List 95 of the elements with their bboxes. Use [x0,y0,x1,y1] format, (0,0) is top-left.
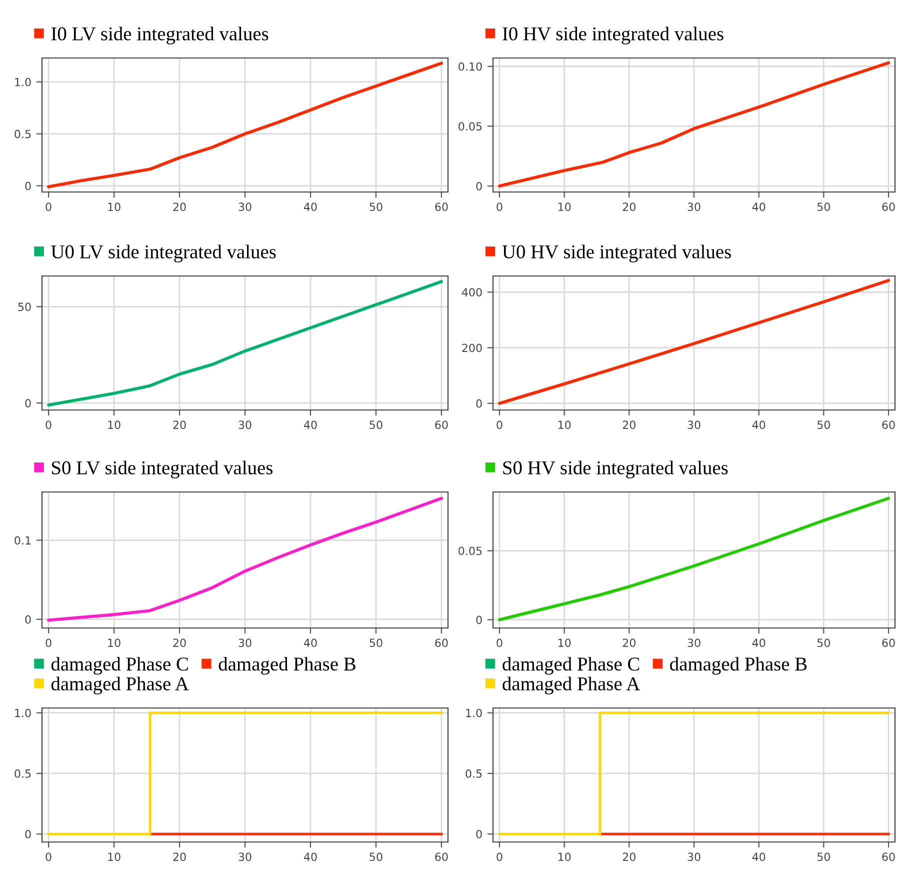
x-tick-label: 10 [558,420,571,430]
y-tick-label: 0 [25,182,31,190]
x-tick-label: 30 [688,852,700,862]
x-tick-label: 40 [304,852,317,862]
x-tick-label: 10 [108,638,120,648]
x-tick-label: 60 [882,202,895,212]
x-tick-label: 50 [817,638,830,648]
x-tick-label: 60 [435,420,448,430]
x-tick-label: 0 [46,420,52,430]
x-tick-label: 40 [304,202,317,212]
y-tick-label: 0 [476,399,482,408]
x-tick-label: 30 [238,420,252,430]
x-tick-label: 10 [558,202,571,212]
line-series [498,278,890,405]
line-series [498,496,890,622]
legend-label: damaged Phase B [218,656,356,675]
y-tick-label: 0 [476,616,482,624]
y-tick-label: 0.10 [458,62,482,71]
line-series [47,280,443,407]
x-tick-label: 20 [173,420,186,430]
x-tick-label: 60 [882,852,895,862]
x-tick-label: 0 [46,638,52,648]
x-tick-label: 50 [370,638,382,648]
line-series [498,61,890,188]
x-tick-label: 30 [238,852,252,862]
y-tick-label: 400 [462,288,482,297]
x-tick-label: 50 [370,202,382,212]
y-tick-label: 1.0 [466,708,482,718]
x-tick-label: 20 [622,420,636,430]
y-tick-label: 1.0 [15,708,31,718]
y-tick-label: 0 [476,830,482,838]
legend-label: U0 LV side integrated values [51,244,276,262]
x-tick-label: 20 [622,202,636,212]
legend-label: I0 LV side integrated values [51,26,268,44]
x-tick-label: 40 [752,202,766,212]
x-tick-label: 30 [238,202,252,212]
line-series [47,62,443,188]
x-tick-label: 20 [173,638,186,648]
x-tick-label: 10 [108,420,120,430]
y-tick-label: 0.5 [466,769,482,778]
legend-label: I0 HV side integrated values [502,26,724,44]
y-tick-label: 0 [25,830,31,838]
x-tick-label: 30 [238,638,252,648]
legend-label: damaged Phase C [51,656,188,675]
y-tick-label: 0.5 [14,769,31,778]
x-tick-label: 0 [46,202,52,212]
y-tick-label: 0 [25,399,31,408]
x-tick-label: 10 [108,852,120,862]
x-tick-label: 50 [817,202,830,212]
x-tick-label: 40 [752,420,766,430]
y-tick-label: 50 [18,302,31,312]
legend-label: damaged Phase B [670,656,807,675]
legend-label: S0 HV side integrated values [503,460,728,478]
legend-label: S0 LV side integrated values [52,460,273,478]
x-tick-label: 60 [882,420,895,430]
x-tick-label: 30 [688,638,700,648]
line-series [47,496,443,622]
x-tick-label: 0 [496,852,502,862]
x-tick-label: 60 [435,202,448,212]
x-tick-label: 40 [752,852,766,862]
x-tick-label: 0 [46,852,52,862]
y-tick-label: 200 [462,344,482,352]
y-tick-label: 0.05 [458,546,482,556]
legend-label: damaged Phase A [502,676,640,694]
x-tick-label: 50 [817,420,830,430]
x-tick-label: 10 [558,852,571,862]
x-tick-label: 10 [108,202,120,212]
x-tick-label: 60 [435,638,448,648]
y-tick-label: 0.05 [458,122,482,131]
x-tick-label: 0 [496,202,502,212]
x-tick-label: 20 [622,638,636,648]
x-tick-label: 50 [817,852,830,862]
y-tick-label: 1.0 [15,78,31,86]
x-tick-label: 0 [496,638,502,648]
x-tick-label: 20 [173,202,186,212]
x-tick-label: 30 [688,202,700,212]
x-tick-label: 50 [370,852,382,862]
x-tick-label: 50 [370,420,382,430]
x-tick-label: 60 [882,638,895,648]
x-tick-label: 40 [304,638,317,648]
x-tick-label: 20 [622,852,636,862]
x-tick-label: 30 [688,420,700,430]
x-tick-label: 20 [173,852,186,862]
y-tick-label: 0 [476,182,482,190]
legend-label: damaged Phase A [51,676,189,694]
y-tick-label: 0.5 [14,130,31,138]
x-tick-label: 0 [496,420,502,430]
x-tick-label: 40 [752,638,766,648]
y-tick-label: 0.1 [14,536,31,545]
legend-label: damaged Phase C [502,656,640,675]
y-tick-label: 0 [25,615,31,624]
legend-label: U0 HV side integrated values [502,244,731,262]
x-tick-label: 40 [304,420,317,430]
x-tick-label: 60 [435,852,448,862]
x-tick-label: 10 [558,638,571,648]
